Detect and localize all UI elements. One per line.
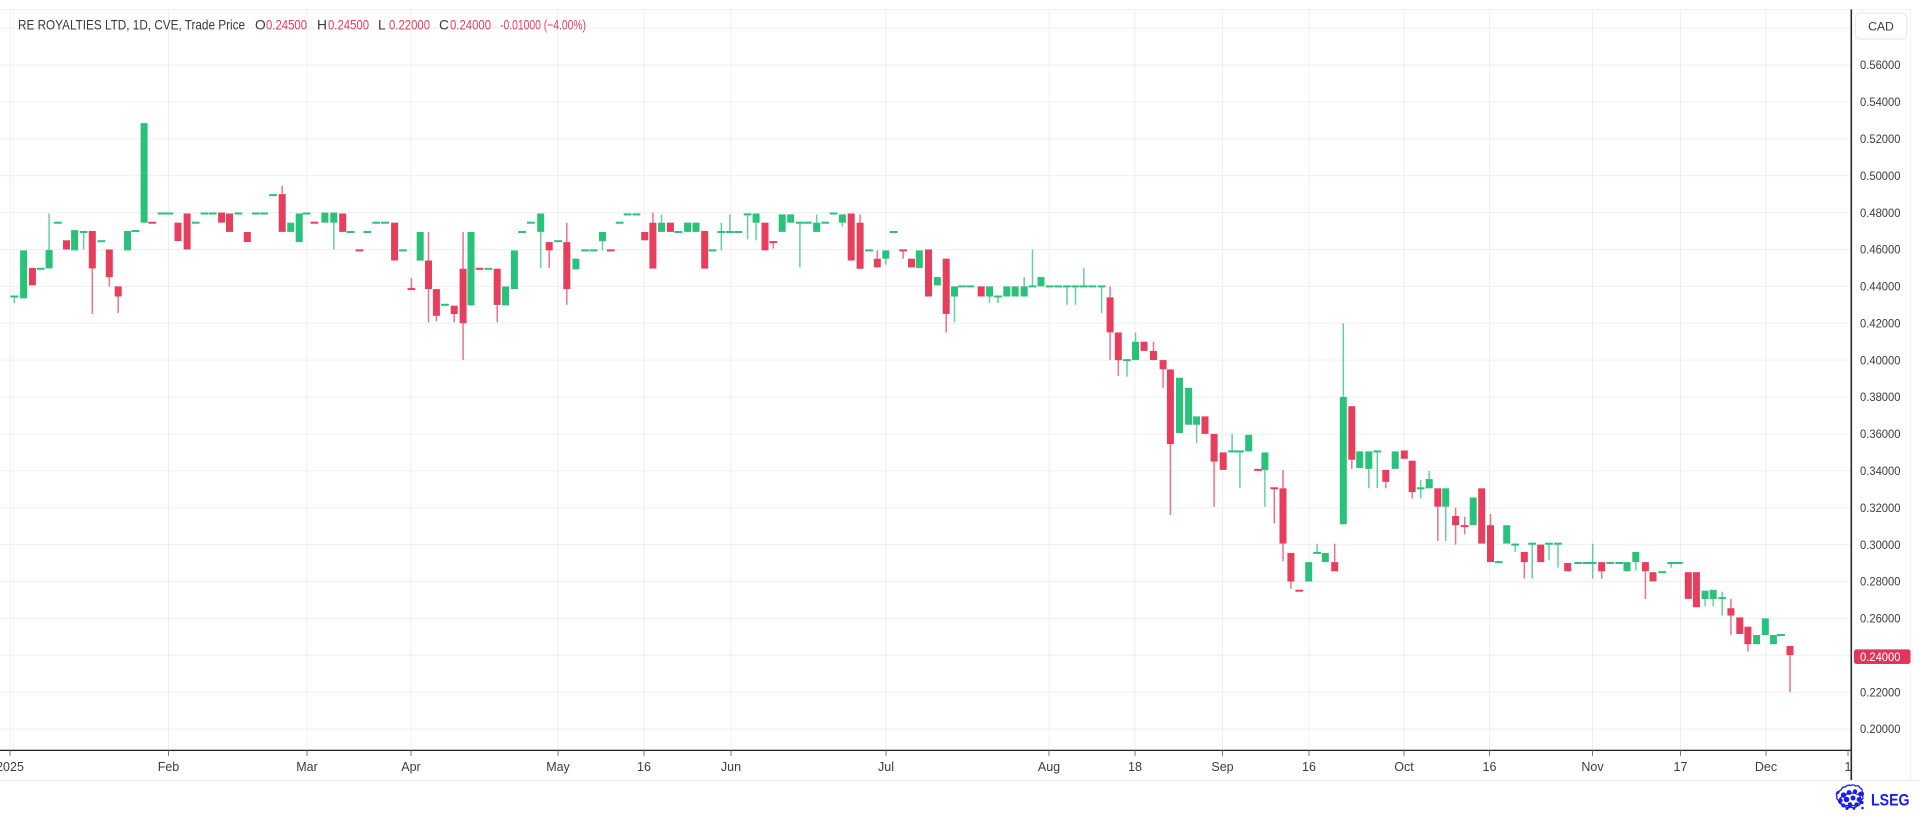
svg-text:L: L (378, 18, 386, 33)
svg-text:-0.01000 (−4.00%): -0.01000 (−4.00%) (500, 18, 586, 33)
svg-text:2025: 2025 (0, 760, 24, 774)
svg-text:Sep: Sep (1211, 760, 1233, 774)
svg-text:Aug: Aug (1038, 760, 1060, 774)
svg-text:0.24000: 0.24000 (450, 18, 491, 33)
svg-text:0.56000: 0.56000 (1860, 58, 1901, 72)
svg-text:0.24000: 0.24000 (1860, 650, 1901, 664)
svg-text:0.24500: 0.24500 (328, 18, 369, 33)
svg-text:O: O (255, 18, 266, 33)
svg-text:Nov: Nov (1581, 760, 1604, 774)
svg-text:16: 16 (1302, 760, 1316, 774)
svg-text:Dec: Dec (1755, 760, 1777, 774)
svg-text:Jun: Jun (721, 760, 741, 774)
svg-text:0.26000: 0.26000 (1860, 612, 1901, 626)
svg-text:C: C (439, 18, 449, 33)
svg-text:0.40000: 0.40000 (1860, 353, 1901, 367)
svg-text:18: 18 (1128, 760, 1142, 774)
svg-text:0.48000: 0.48000 (1860, 206, 1901, 220)
svg-text:0.34000: 0.34000 (1860, 464, 1901, 478)
svg-text:Jul: Jul (878, 760, 894, 774)
svg-text:0.24500: 0.24500 (266, 18, 307, 33)
svg-text:0.46000: 0.46000 (1860, 243, 1901, 257)
svg-text:0.28000: 0.28000 (1860, 575, 1901, 589)
svg-text:Feb: Feb (158, 760, 180, 774)
svg-text:16: 16 (1483, 760, 1497, 774)
svg-text:0.52000: 0.52000 (1860, 132, 1901, 146)
svg-text:0.42000: 0.42000 (1860, 317, 1901, 331)
svg-text:0.32000: 0.32000 (1860, 501, 1901, 515)
svg-text:Mar: Mar (296, 760, 318, 774)
svg-text:Apr: Apr (401, 760, 420, 774)
svg-text:LSEG: LSEG (1871, 792, 1910, 810)
svg-text:0.20000: 0.20000 (1860, 722, 1901, 736)
svg-text:CAD: CAD (1868, 20, 1894, 34)
svg-text:0.22000: 0.22000 (1860, 685, 1901, 699)
svg-text:0.30000: 0.30000 (1860, 538, 1901, 552)
svg-text:16: 16 (637, 760, 651, 774)
svg-text:Oct: Oct (1394, 760, 1414, 774)
svg-text:0.44000: 0.44000 (1860, 280, 1901, 294)
svg-text:0.50000: 0.50000 (1860, 169, 1901, 183)
svg-text:0.54000: 0.54000 (1860, 95, 1901, 109)
svg-text:H: H (317, 18, 327, 33)
svg-text:17: 17 (1674, 760, 1688, 774)
svg-text:May: May (546, 760, 570, 774)
svg-text:0.36000: 0.36000 (1860, 427, 1901, 441)
svg-text:0.22000: 0.22000 (389, 18, 430, 33)
svg-text:1: 1 (1845, 760, 1852, 774)
svg-text:0.38000: 0.38000 (1860, 390, 1901, 404)
svg-text:RE ROYALTIES LTD, 1D, CVE, Tra: RE ROYALTIES LTD, 1D, CVE, Trade Price (18, 18, 245, 33)
